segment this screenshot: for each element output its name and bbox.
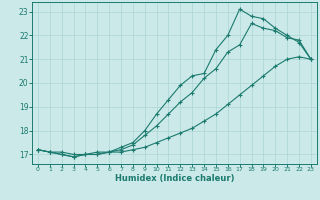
X-axis label: Humidex (Indice chaleur): Humidex (Indice chaleur) (115, 174, 234, 183)
